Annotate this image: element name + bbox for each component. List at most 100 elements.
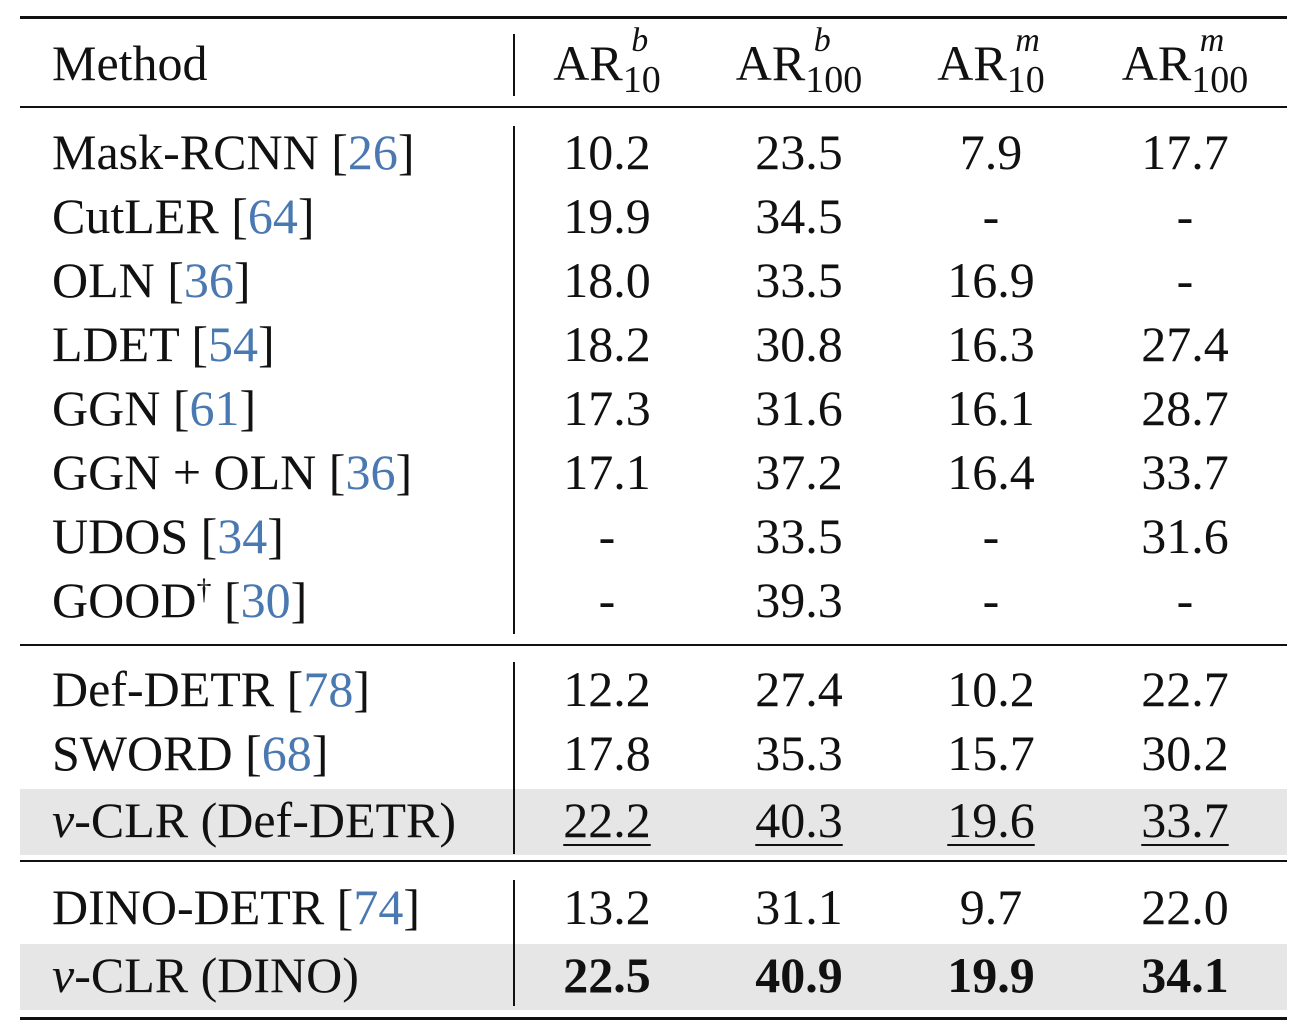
value-cell: - xyxy=(598,508,616,564)
column-separator xyxy=(513,662,515,854)
col-header: AR10 b xyxy=(553,22,661,102)
citation-link[interactable]: 68 xyxy=(261,725,312,781)
method-cell: CutLER [64] xyxy=(52,188,315,244)
method-cell: GOOD† [30] xyxy=(52,572,308,628)
value-cell: 12.2 xyxy=(563,661,651,717)
table-row: DINO-DETR [74] 13.2 31.1 9.7 22.0 xyxy=(0,875,1306,939)
dagger-mark: † xyxy=(196,573,212,606)
value-cell: 19.6 xyxy=(947,792,1035,848)
method-cell: Mask-RCNN [26] xyxy=(52,124,415,180)
value-cell: 27.4 xyxy=(755,661,843,717)
value-cell: 19.9 xyxy=(947,947,1035,1003)
method-cell: Def-DETR [78] xyxy=(52,661,370,717)
method-cell: v-CLR (DINO) xyxy=(52,947,359,1003)
citation-link[interactable]: 36 xyxy=(183,252,234,308)
table-row: GGN + OLN [36] 17.1 37.2 16.4 33.7 xyxy=(0,440,1306,504)
table-row: Mask-RCNN [26] 10.2 23.5 7.9 17.7 xyxy=(0,120,1306,184)
value-cell: 37.2 xyxy=(755,444,843,500)
table-row: GOOD† [30] - 39.3 - - xyxy=(0,568,1306,632)
value-cell: 40.3 xyxy=(755,792,843,848)
value-cell: 30.8 xyxy=(755,316,843,372)
value-cell: 23.5 xyxy=(755,124,843,180)
value-cell: 22.0 xyxy=(1141,879,1229,935)
value-cell: - xyxy=(1176,252,1194,308)
value-cell: 10.2 xyxy=(563,124,651,180)
value-cell: 39.3 xyxy=(755,572,843,628)
column-separator xyxy=(513,126,515,634)
citation-link[interactable]: 64 xyxy=(247,188,298,244)
table-row-highlight: v-CLR (Def-DETR) 22.2 40.3 19.6 33.7 xyxy=(0,788,1306,852)
table-row: CutLER [64] 19.9 34.5 - - xyxy=(0,184,1306,248)
method-cell: DINO-DETR [74] xyxy=(52,879,420,935)
value-cell: 10.2 xyxy=(947,661,1035,717)
value-cell: 17.8 xyxy=(563,725,651,781)
value-cell: 33.5 xyxy=(755,508,843,564)
citation-link[interactable]: 61 xyxy=(189,380,240,436)
value-cell: - xyxy=(982,188,1000,244)
table-row: SWORD [68] 17.8 35.3 15.7 30.2 xyxy=(0,721,1306,785)
group2-rule xyxy=(20,860,1287,862)
value-cell: 31.1 xyxy=(755,879,843,935)
col-header: AR10 m xyxy=(937,22,1045,102)
header-row: Method AR10 b AR100 b AR10 m AR100 m xyxy=(0,18,1306,108)
table-row: UDOS [34] - 33.5 - 31.6 xyxy=(0,504,1306,568)
value-cell: 34.1 xyxy=(1141,947,1229,1003)
col-header: AR100 m xyxy=(1121,22,1249,102)
value-cell: 17.1 xyxy=(563,444,651,500)
header-rule xyxy=(20,106,1287,108)
value-cell: - xyxy=(982,572,1000,628)
method-cell: OLN [36] xyxy=(52,252,251,308)
value-cell: - xyxy=(1176,572,1194,628)
highlight-row-bg xyxy=(20,944,1287,1010)
table-row: GGN [61] 17.3 31.6 16.1 28.7 xyxy=(0,376,1306,440)
value-cell: 40.9 xyxy=(755,947,843,1003)
table-row: Def-DETR [78] 12.2 27.4 10.2 22.7 xyxy=(0,657,1306,721)
table-row: LDET [54] 18.2 30.8 16.3 27.4 xyxy=(0,312,1306,376)
method-cell: LDET [54] xyxy=(52,316,275,372)
citation-link[interactable]: 78 xyxy=(303,661,354,717)
citation-link[interactable]: 34 xyxy=(217,508,268,564)
citation-link[interactable]: 30 xyxy=(240,572,291,628)
top-rule xyxy=(20,16,1287,19)
method-cell: v-CLR (Def-DETR) xyxy=(52,792,457,848)
value-cell: 7.9 xyxy=(959,124,1023,180)
value-cell: 27.4 xyxy=(1141,316,1229,372)
value-cell: 35.3 xyxy=(755,725,843,781)
bottom-rule xyxy=(20,1017,1287,1020)
value-cell: 30.2 xyxy=(1141,725,1229,781)
column-separator xyxy=(513,880,515,1006)
group1-rule xyxy=(20,644,1287,646)
value-cell: 16.4 xyxy=(947,444,1035,500)
method-cell: SWORD [68] xyxy=(52,725,329,781)
value-cell: 22.2 xyxy=(563,792,651,848)
method-cell: UDOS [34] xyxy=(52,508,284,564)
value-cell: 34.5 xyxy=(755,188,843,244)
value-cell: 22.5 xyxy=(563,947,651,1003)
value-cell: 16.1 xyxy=(947,380,1035,436)
value-cell: - xyxy=(982,508,1000,564)
value-cell: 19.9 xyxy=(563,188,651,244)
value-cell: 16.3 xyxy=(947,316,1035,372)
value-cell: 31.6 xyxy=(1141,508,1229,564)
citation-link[interactable]: 26 xyxy=(347,124,398,180)
value-cell: 33.5 xyxy=(755,252,843,308)
citation-link[interactable]: 36 xyxy=(345,444,396,500)
value-cell: 33.7 xyxy=(1141,792,1229,848)
value-cell: 17.3 xyxy=(563,380,651,436)
value-cell: 22.7 xyxy=(1141,661,1229,717)
value-cell: 16.9 xyxy=(947,252,1035,308)
method-header: Method xyxy=(52,35,208,91)
citation-link[interactable]: 74 xyxy=(353,879,404,935)
value-cell: 33.7 xyxy=(1141,444,1229,500)
column-separator xyxy=(513,34,515,96)
value-cell: - xyxy=(598,572,616,628)
table-row: OLN [36] 18.0 33.5 16.9 - xyxy=(0,248,1306,312)
value-cell: 31.6 xyxy=(755,380,843,436)
value-cell: 18.2 xyxy=(563,316,651,372)
value-cell: 28.7 xyxy=(1141,380,1229,436)
value-cell: 15.7 xyxy=(947,725,1035,781)
citation-link[interactable]: 54 xyxy=(208,316,258,372)
table-row-highlight: v-CLR (DINO) 22.5 40.9 19.9 34.1 xyxy=(0,943,1306,1007)
value-cell: 13.2 xyxy=(563,879,651,935)
value-cell: - xyxy=(1176,188,1194,244)
